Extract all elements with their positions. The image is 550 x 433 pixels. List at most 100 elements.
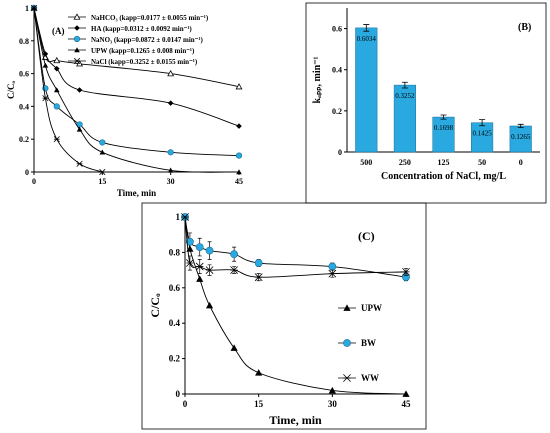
panel-c-ytick-label: 0.8	[169, 247, 181, 257]
panel-c-data-point	[181, 213, 189, 221]
panel-c-xtick-label: 0	[183, 399, 188, 409]
panel-b-y-axis-label: kₐₚₚ, min⁻¹	[312, 57, 323, 104]
panel-a-data-point	[42, 95, 49, 102]
panel-a-data-point	[236, 169, 242, 175]
panel-c-data-point-glyph	[328, 269, 337, 278]
panel-c-data-point	[254, 259, 263, 267]
panel-a-data-point	[53, 87, 60, 93]
panel-a-data-point	[42, 51, 49, 57]
panel-a-legend-label: NaCl (kapp=0.3252 ± 0.0155 min⁻¹)	[91, 58, 198, 66]
panel-a-legend-marker-glyph	[73, 57, 81, 65]
panel-c-x-axis-label: Time, min	[269, 413, 322, 427]
panel-b-panel-label: (B)	[518, 22, 531, 33]
panel-c-legend-marker	[343, 374, 351, 382]
panel-c-ytick-label: 0.6	[169, 283, 181, 293]
panel-a-data-point-glyph	[30, 4, 38, 12]
panel-b-xtick-label: 0	[519, 158, 523, 167]
panel-a-data-point	[76, 87, 83, 93]
panel-c-data-point	[230, 344, 238, 351]
panel-c-legend-label: WW	[361, 373, 379, 383]
panel-a-data-point	[53, 136, 60, 143]
panel-c-data-point-glyph	[254, 273, 263, 282]
panel-b-ytick-label: 0	[338, 148, 342, 157]
panel-c-xtick-label: 45	[402, 399, 412, 409]
panel-a-x-axis-label: Time, min	[117, 188, 156, 198]
panel-a-legend-marker	[73, 35, 81, 43]
panel-a-ytick-label: 1	[25, 4, 29, 13]
panel-c-series-line-1	[184, 216, 407, 278]
panel-b-xtick-label: 500	[360, 158, 372, 167]
panel-c-data-point	[186, 237, 194, 246]
panel-c-data-point	[328, 269, 337, 278]
panel-b-error-bar	[479, 119, 486, 127]
panel-a-data-point	[99, 168, 106, 176]
panel-a-data-point-glyph	[53, 136, 60, 143]
panel-c-xtick-label: 30	[328, 399, 338, 409]
panel-c-xtick-label: 15	[254, 399, 264, 409]
panel-a-xtick-label: 45	[235, 177, 243, 186]
panel-c-data-point-glyph	[205, 266, 214, 274]
panel-a-legend-label: NaHCO₃ (kapp=0.0177 ± 0.0055 min⁻¹)	[91, 14, 209, 22]
panel-a-xtick-label: 15	[98, 177, 106, 186]
panel-a-data-point	[236, 123, 242, 129]
panel-c-data-point	[402, 390, 410, 397]
panel-c-legend-marker	[343, 339, 351, 347]
panel-c-y-axis-label: C/Cₒ	[148, 293, 162, 318]
panel-c-data-point	[205, 246, 214, 255]
panel-a-data-point	[53, 103, 60, 110]
panel-a-ytick-label: 0.4	[19, 102, 29, 111]
panel-c-data-point	[196, 275, 204, 282]
panel-a-ytick-label: 0	[25, 168, 29, 177]
panel-a-ytick-label: 0.2	[19, 135, 29, 144]
panel-b-error-bar	[440, 114, 447, 120]
panel-a-data-point	[53, 65, 60, 72]
panel-b-bar	[355, 27, 378, 153]
panel-a-xtick-label: 30	[167, 177, 175, 186]
panel-b-bar	[432, 116, 455, 153]
panel-c-legend-label: UPW	[361, 303, 382, 313]
panel-b-ytick-label: 0.6	[332, 25, 342, 34]
panel-b-xtick-label: 125	[438, 158, 450, 167]
panel-c-data-point	[230, 250, 239, 259]
panel-a-legend-label: UPW (kapp=0.1265 ± 0.008 min⁻¹)	[91, 47, 195, 55]
panel-c-legend-label: BW	[361, 338, 376, 348]
panel-b-value-label: 0.1265	[511, 133, 531, 141]
panel-a-data-point	[76, 160, 83, 167]
panel-b-error-bar	[517, 123, 524, 129]
panel-c-frame	[141, 202, 427, 430]
panel-c-data-point-glyph	[230, 266, 238, 274]
panel-c-data-point	[205, 301, 214, 309]
panel-b-ytick-label: 0.2	[332, 107, 342, 116]
panel-a-data-point	[167, 69, 175, 77]
panel-a-data-point	[235, 83, 243, 90]
panel-a-panel-label: (A)	[52, 26, 65, 36]
panel-c-data-point-glyph	[181, 213, 189, 221]
panel-a-data-point	[53, 56, 61, 64]
panel-a-data-point	[42, 62, 49, 68]
panel-a-data-point-glyph	[42, 95, 49, 102]
panel-a-xtick-label: 0	[32, 177, 36, 186]
panel-c-ytick-label: 0.4	[169, 318, 181, 328]
panel-c-data-point	[195, 243, 204, 251]
panel-c-ytick-label: 0.2	[169, 354, 181, 364]
panel-c-data-point	[402, 267, 410, 276]
panel-c-data-point-glyph	[186, 259, 194, 267]
panel-a-data-point	[99, 149, 106, 155]
panel-a-data-point	[235, 152, 243, 159]
panel-c-ytick-label: 0	[176, 389, 181, 399]
panel-a-data-point	[167, 100, 174, 106]
panel-c-legend-marker	[343, 304, 351, 311]
panel-a-y-axis-label: C/Cₒ	[6, 81, 16, 99]
panel-b-x-axis-label: Concentration of NaCl, mg/L	[381, 171, 506, 182]
panel-b-value-label: 0.1425	[472, 130, 492, 138]
panel-b-xtick-label: 50	[478, 158, 486, 167]
panel-a-data-point	[76, 126, 83, 132]
panel-a-legend-label: HA (kapp=0.0312 ± 0.0092 min⁻¹)	[91, 25, 192, 33]
panel-c-data-point	[205, 266, 214, 274]
panel-a-legend-marker	[73, 13, 81, 20]
panel-c-data-point-glyph	[402, 267, 410, 276]
panel-a-data-point	[167, 149, 174, 156]
panel-a-data-point-glyph	[76, 160, 83, 167]
panel-a-ytick-label: 0.8	[19, 37, 29, 46]
